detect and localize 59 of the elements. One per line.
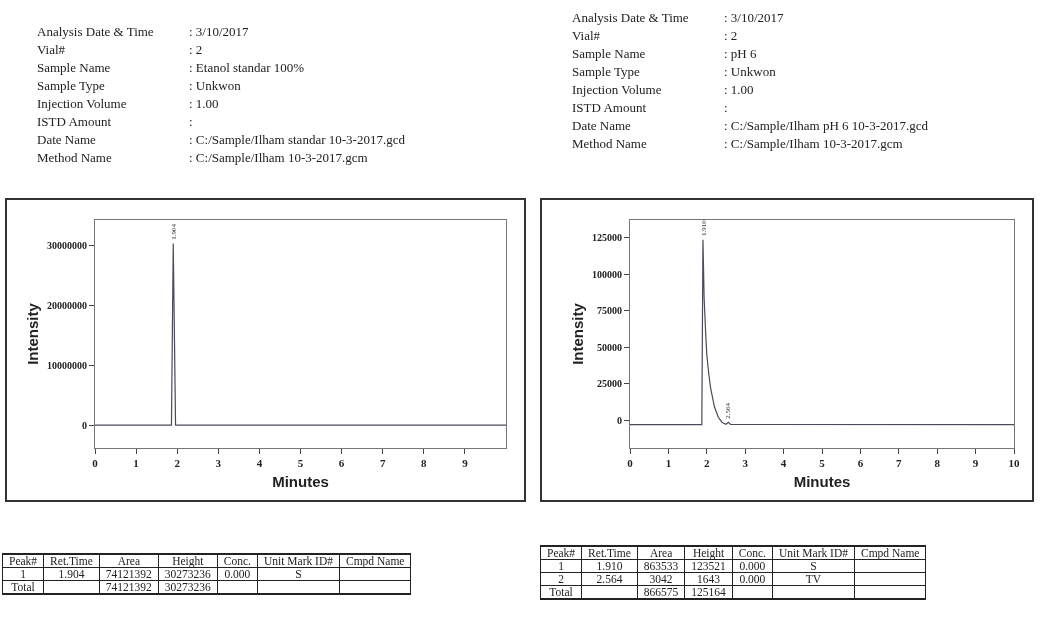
x-tick-label: 6	[857, 457, 864, 470]
x-tick-label: 1	[665, 457, 672, 470]
text: Analysis Date & Time : 3/10/2017	[572, 10, 784, 25]
x-tick-label: 5	[297, 457, 304, 470]
text: 1 1.910 863533 123521 0.000 S	[558, 560, 817, 572]
text: Peak# Ret.Time Area Height Conc. Unit Mark ID# Cmpd Name	[9, 555, 405, 567]
x-tick-label: 0	[92, 457, 99, 470]
text: Total 74121392 30273236	[11, 581, 211, 593]
x-tick-label: 6	[338, 457, 345, 470]
x-tick-label: 2	[704, 457, 711, 470]
x-tick-label: 2	[174, 457, 181, 470]
x-tick-label: 8	[934, 457, 941, 470]
text: Injection Volume : 1.00	[572, 82, 754, 97]
x-tick-label: 9	[462, 457, 469, 470]
x-tick-label: 4	[780, 457, 787, 470]
text: Peak# Ret.Time Area Height Conc. Unit Mark ID# Cmpd Name	[547, 547, 920, 559]
text: Sample Type : Unkwon	[37, 78, 241, 93]
text: Date Name : C:/Sample/Ilham standar 10-3-2017.gcd	[37, 132, 405, 147]
x-tick-label: 10	[1008, 457, 1020, 470]
text: Date Name : C:/Sample/Ilham pH 6 10-3-2017.gcd	[572, 118, 929, 133]
x-axis-title: Minutes	[793, 473, 851, 491]
x-tick-label: 3	[742, 457, 749, 470]
x-tick-label: 0	[627, 457, 634, 470]
text: Analysis Date & Time : 3/10/2017	[37, 24, 249, 39]
text: 2 2.564 3042 1643 0.000 TV	[558, 573, 822, 585]
x-tick-label: 7	[379, 457, 386, 470]
x-tick-label: 9	[972, 457, 979, 470]
y-tick-label: 0	[617, 414, 622, 426]
text: Sample Type : Unkwon	[572, 64, 776, 79]
text: Method Name : C:/Sample/Ilham 10-3-2017.gcm	[572, 136, 903, 151]
x-tick-label: 5	[819, 457, 826, 470]
y-tick-label: 25000	[597, 378, 622, 390]
x-tick-label: 4	[256, 457, 263, 470]
y-tick-label: 75000	[597, 305, 622, 317]
y-tick-label: 125000	[592, 232, 622, 244]
y-tick-label: 10000000	[47, 359, 87, 371]
y-tick-label: 50000	[597, 341, 622, 353]
y-axis-title: Intensity	[569, 302, 587, 365]
y-tick-label: 0	[82, 419, 87, 431]
text: Vial# : 2	[572, 28, 738, 43]
text: Total 866575 125164	[549, 586, 726, 598]
x-axis-title: Minutes	[272, 473, 329, 491]
text: Sample Name : Etanol standar 100%	[37, 60, 305, 75]
x-tick-label: 7	[896, 457, 903, 470]
x-tick-label: 8	[421, 457, 428, 470]
text: Sample Name : pH 6	[572, 46, 757, 61]
text: Injection Volume : 1.00	[37, 96, 219, 111]
line-series	[630, 239, 1014, 426]
x-tick-label: 1	[133, 457, 139, 470]
x-tick-label: 3	[215, 457, 222, 470]
y-tick-label: 100000	[592, 268, 622, 280]
y-axis-title: Intensity	[24, 302, 42, 365]
text: Vial# : 2	[37, 42, 203, 57]
text: ISTD Amount :	[37, 114, 193, 129]
text: Method Name : C:/Sample/Ilham 10-3-2017.gcm	[37, 150, 368, 165]
y-tick-label: 30000000	[47, 239, 87, 251]
y-tick-label: 20000000	[47, 299, 87, 311]
text: ISTD Amount :	[572, 100, 728, 115]
text: 1 1.904 74121392 30273236 0.000 S	[20, 568, 302, 580]
